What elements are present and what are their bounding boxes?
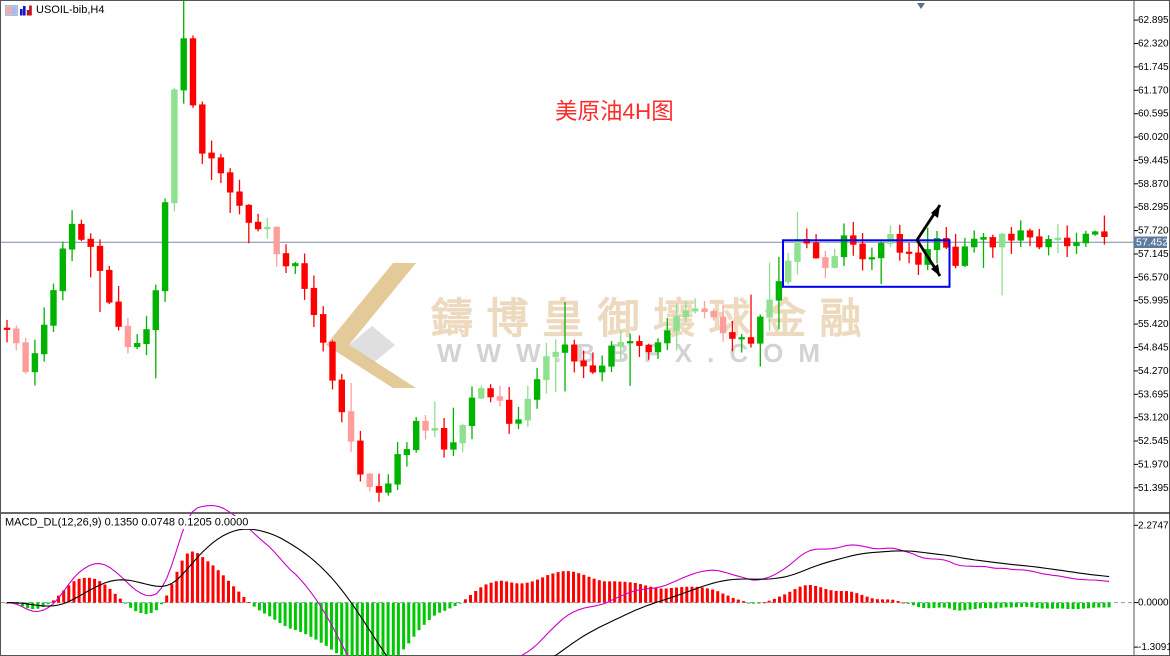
svg-text:62.320: 62.320 [1138,39,1169,50]
svg-text:53.120: 53.120 [1138,413,1169,424]
svg-text:57.145: 57.145 [1138,249,1169,260]
svg-text:MACD_DL(12,26,9) 0.1350 0.0748: MACD_DL(12,26,9) 0.1350 0.0748 0.1205 0.… [5,517,248,529]
svg-text:58.870: 58.870 [1138,179,1169,190]
svg-text:60.595: 60.595 [1138,109,1169,120]
svg-text:55.420: 55.420 [1138,319,1169,330]
svg-text:61.170: 61.170 [1138,85,1169,96]
svg-text:56.570: 56.570 [1138,272,1169,283]
svg-text:0.0000: 0.0000 [1138,598,1169,609]
svg-text:2.2747: 2.2747 [1138,520,1169,531]
svg-text:51.970: 51.970 [1138,459,1169,470]
svg-text:60.020: 60.020 [1138,132,1169,143]
svg-text:59.445: 59.445 [1138,155,1169,166]
svg-text:54.845: 54.845 [1138,343,1169,354]
svg-text:55.995: 55.995 [1138,296,1169,307]
svg-text:-1.3091: -1.3091 [1138,642,1170,653]
svg-text:57.452: 57.452 [1136,237,1168,249]
svg-text:62.895: 62.895 [1138,15,1169,26]
svg-text:58.295: 58.295 [1138,202,1169,213]
svg-text:53.695: 53.695 [1138,389,1169,400]
svg-text:57.720: 57.720 [1138,226,1169,237]
svg-text:51.395: 51.395 [1138,483,1169,494]
svg-text:52.545: 52.545 [1138,436,1169,447]
svg-text:61.745: 61.745 [1138,62,1169,73]
svg-text:54.270: 54.270 [1138,366,1169,377]
